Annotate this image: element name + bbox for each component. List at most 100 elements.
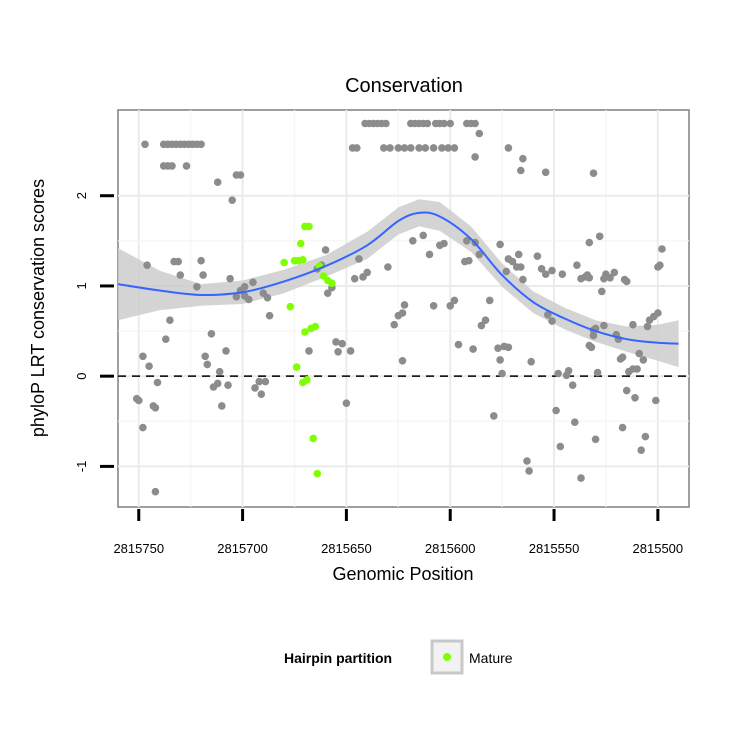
data-point [415,144,423,152]
data-point [251,384,259,392]
data-point [228,196,236,204]
confidence-band-layer [118,199,679,368]
data-point [139,352,147,361]
data-point [643,322,652,331]
y-tick-label: 2 [74,192,89,199]
data-point [548,266,556,275]
data-point [355,255,363,263]
data-point [564,367,573,375]
data-point [519,275,527,284]
mature-data-point [301,328,309,336]
mature-data-point [286,302,295,311]
data-point [382,119,390,128]
data-point [558,270,567,279]
data-point [440,239,448,248]
data-point [203,360,212,369]
data-point [504,343,513,352]
mature-data-point [309,434,318,443]
data-point [255,377,263,386]
mature-data-point [303,376,311,384]
data-point [548,317,556,325]
legend-title: Hairpin partition [284,650,392,666]
data-point [429,144,438,152]
x-axis-title: Genomic Position [332,564,473,584]
data-point [654,309,662,317]
data-point [162,335,170,344]
data-point [423,119,432,128]
y-tick-label: 0 [74,373,89,380]
data-point [332,338,340,346]
data-point [394,144,403,152]
data-point [380,144,388,152]
data-point [409,237,417,245]
data-point [176,271,185,279]
data-point [656,261,664,270]
data-point [419,231,428,240]
data-point [346,347,355,355]
data-point [525,467,533,475]
data-point [421,144,430,152]
data-point [606,274,614,282]
data-point [504,144,513,152]
data-point [151,487,160,496]
x-tick-label: 2815700 [217,541,268,556]
data-point [236,171,245,179]
data-point [485,296,494,305]
x-axis: 2815750 2815700 2815650 2815600 2815550 28155… [113,509,683,556]
data-point [544,311,552,319]
mature-data-point [328,279,336,288]
data-point [504,255,513,263]
data-point [407,144,415,152]
x-tick-label: 2815500 [633,541,684,556]
data-point [398,357,407,365]
data-point [541,270,550,279]
legend-mature-label: Mature [469,650,513,666]
data-point [469,345,477,353]
data-point [598,287,606,296]
x-tick-label: 2815550 [529,541,580,556]
data-point [610,268,619,277]
data-point [166,316,174,325]
chart-title: Conservation [345,75,463,97]
data-point [573,261,581,270]
y-tick-label: 1 [74,282,89,289]
data-point [232,293,241,301]
data-point [213,379,222,388]
data-point [637,446,645,455]
data-point [168,162,176,170]
data-point [618,353,627,362]
data-point [454,340,463,349]
data-point [629,320,637,329]
data-point [174,257,182,266]
data-point [197,256,205,265]
data-point [261,377,270,386]
mature-data-point [311,322,320,331]
data-point [444,144,452,152]
data-point [143,261,151,270]
data-point [633,365,641,373]
data-point [398,309,407,317]
data-point [135,396,143,405]
data-point [514,250,523,259]
mature-data-point [292,363,301,371]
data-point [384,263,392,271]
data-point [265,311,274,320]
x-tick-label: 2815600 [425,541,476,556]
data-point [429,302,438,310]
data-point [517,263,525,271]
data-point [218,402,226,410]
data-point [139,423,147,432]
legend-mature-swatch [443,653,451,661]
data-point [554,369,562,378]
data-point [471,119,479,128]
other-points-layer [132,119,666,496]
data-point [153,378,162,387]
data-point [585,238,594,247]
data-point [494,344,502,353]
data-point [537,265,546,273]
mature-data-point [305,222,313,231]
data-point [249,278,257,287]
data-point [201,352,209,361]
data-point [259,289,268,298]
